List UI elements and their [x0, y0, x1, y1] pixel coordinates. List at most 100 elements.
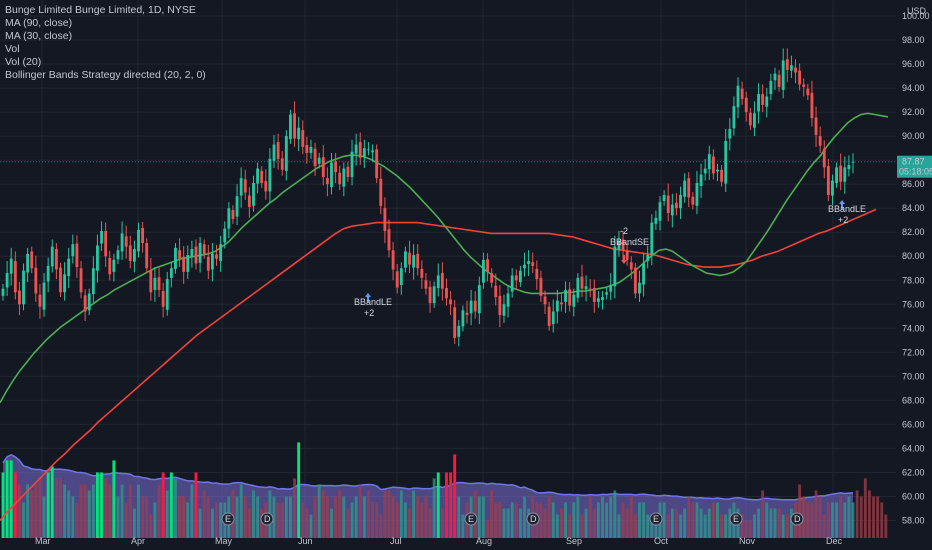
- candle-body: [79, 268, 83, 293]
- volume-bar: [367, 490, 370, 538]
- candle-body: [683, 180, 687, 197]
- volume-bar: [325, 496, 329, 538]
- time-axis[interactable]: Mar Apr May Jun Jul Aug Sep Oct Nov Dec: [35, 536, 843, 546]
- signal-label: BBandLE: [828, 204, 866, 214]
- candle-body: [91, 268, 95, 295]
- candle-body: [691, 196, 695, 205]
- price-tick-label: 68.00: [902, 395, 925, 405]
- volume-bar: [560, 508, 563, 538]
- volume-bar: [313, 496, 317, 538]
- volume-bar: [174, 478, 177, 538]
- signal-arrow-icon: [365, 293, 371, 302]
- volume-bar: [642, 502, 646, 538]
- volume-bar: [453, 454, 457, 538]
- volume-bar: [428, 508, 432, 538]
- volume-bar: [744, 520, 748, 538]
- candle-body: [777, 74, 781, 87]
- candle-body: [596, 298, 600, 302]
- legend-ma90[interactable]: MA (90, close): [5, 17, 73, 29]
- countdown-value: 05:18:05: [899, 167, 932, 177]
- time-tick-label: Jul: [390, 536, 402, 546]
- candle-body: [358, 142, 362, 158]
- candle-body: [26, 253, 30, 273]
- volume-bar: [26, 484, 30, 538]
- volume-bar: [802, 496, 806, 538]
- volume-bar: [71, 496, 75, 538]
- last-price-value: 87.87: [902, 157, 925, 167]
- candle-body: [588, 288, 592, 290]
- legend-ma30[interactable]: MA (30, close): [5, 30, 73, 42]
- candle-body: [284, 136, 288, 171]
- candle-body: [276, 142, 280, 159]
- candle-body: [301, 130, 305, 147]
- candle-body: [785, 59, 789, 71]
- candle-body: [174, 247, 177, 269]
- price-axis[interactable]: 58.00 60.00 62.00 64.00 66.00 68.00 70.00 72.00…: [902, 6, 930, 526]
- candle-body: [613, 246, 617, 287]
- candle-body: [457, 325, 461, 337]
- candle-body: [5, 273, 9, 288]
- candle-body: [362, 148, 366, 158]
- candle-body: [555, 300, 559, 312]
- candle-body: [535, 268, 539, 280]
- candle-body: [108, 258, 112, 275]
- volume-bar: [588, 496, 592, 538]
- candle-body: [625, 250, 629, 260]
- volume-bar: [54, 478, 58, 538]
- candle-body: [531, 262, 535, 266]
- candle-body: [769, 80, 773, 95]
- volume-bar: [670, 508, 674, 538]
- candle-body: [157, 277, 161, 290]
- candle-body: [178, 250, 182, 259]
- volume-bar: [59, 478, 62, 538]
- candle-body: [399, 268, 403, 286]
- volume-bar: [13, 472, 17, 538]
- volume-bar: [284, 496, 288, 538]
- candle-body: [482, 259, 485, 283]
- volume-bar: [486, 520, 489, 538]
- volume-bar: [231, 490, 235, 538]
- candle-body: [54, 249, 58, 270]
- signal-qty: +2: [364, 308, 374, 318]
- volume-bar: [198, 508, 202, 538]
- candle-body: [190, 249, 194, 257]
- time-tick-label: Dec: [826, 536, 843, 546]
- volume-bar: [169, 472, 173, 538]
- candle-body: [153, 277, 157, 290]
- volume-bar: [564, 502, 567, 538]
- volume-bar: [847, 496, 851, 538]
- candle-body: [75, 243, 79, 268]
- legend-vol[interactable]: Vol: [5, 43, 20, 55]
- candle-body: [116, 250, 120, 260]
- chart-legend: Bunge Limited Bunge Limited, 1D, NYSE MA…: [5, 4, 206, 82]
- volume-bar: [831, 502, 834, 538]
- volume-bar: [596, 502, 600, 538]
- volume-bar: [239, 484, 243, 538]
- volume-bar: [490, 490, 494, 538]
- legend-title[interactable]: Bunge Limited Bunge Limited, 1D, NYSE: [5, 4, 196, 16]
- volume-bar: [757, 508, 760, 538]
- legend-vol-ma[interactable]: Vol (20): [5, 56, 42, 68]
- legend-strategy[interactable]: Bollinger Bands Strategy directed (20, 2…: [5, 69, 206, 81]
- volume-bar: [256, 496, 260, 538]
- candle-body: [633, 267, 637, 294]
- candle-body: [477, 285, 481, 314]
- time-tick-label: Mar: [35, 536, 51, 546]
- candle-body: [547, 306, 551, 326]
- volume-bar: [818, 496, 822, 538]
- volume-bar: [457, 496, 461, 538]
- volume-bar: [108, 484, 112, 538]
- volume-bar: [449, 472, 453, 538]
- volume-bar: [798, 484, 802, 538]
- volume-bar: [182, 496, 186, 538]
- volume-bar: [46, 472, 50, 538]
- candle-body: [235, 196, 239, 217]
- volume-bar: [436, 472, 440, 538]
- volume-bar: [330, 508, 333, 538]
- candle-body: [814, 117, 818, 135]
- event-letter: E: [468, 514, 474, 524]
- candle-body: [703, 168, 707, 174]
- candle-body: [469, 300, 473, 314]
- volume-bar: [379, 514, 383, 538]
